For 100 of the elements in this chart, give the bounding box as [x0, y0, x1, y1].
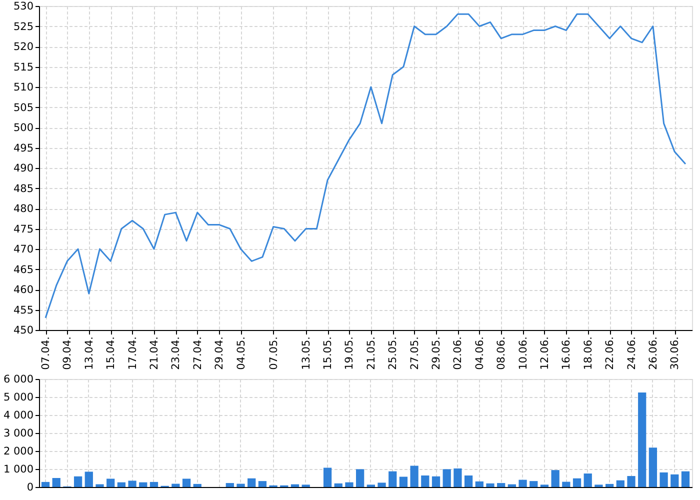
y-tick-label: 455 [13, 304, 34, 316]
x-tick-label: 27.04. [192, 336, 204, 370]
bar [248, 478, 256, 487]
y-tick-label: 500 [13, 122, 34, 134]
x-tick-label: 08.06. [496, 336, 508, 370]
bar [399, 476, 408, 487]
bar [486, 483, 494, 487]
y-tick-label: 460 [13, 284, 34, 296]
x-tick-label: 18.06. [582, 336, 594, 370]
bar [236, 484, 245, 487]
bar [226, 483, 234, 487]
bar [258, 481, 267, 487]
x-tick-label: 17.04. [126, 336, 139, 370]
bar [74, 476, 82, 487]
x-tick-label: 09.04. [62, 336, 74, 370]
y-tick-label: 510 [13, 82, 34, 94]
bar [106, 478, 115, 487]
y-tick-label: 485 [13, 182, 34, 195]
x-tick-label: 19.05. [344, 336, 356, 370]
x-tick-label: 02.06. [452, 336, 464, 370]
x-tick-label: 21.04. [148, 336, 160, 370]
bar [562, 482, 570, 487]
x-tick-label: 26.06. [647, 336, 660, 370]
y-tick-label: 3 000 [3, 428, 34, 440]
bar [84, 472, 93, 487]
bar [290, 484, 300, 487]
bar [584, 474, 592, 487]
bar [139, 482, 148, 487]
bar [670, 474, 679, 487]
bar [432, 476, 440, 487]
x-tick-label: 21.05. [365, 336, 378, 370]
bar [334, 483, 342, 487]
x-tick-label: 13.05. [300, 336, 312, 370]
bar [530, 481, 538, 487]
bar [117, 482, 126, 487]
bar [616, 480, 624, 487]
bar [421, 475, 430, 487]
x-tick-label: 30.06. [669, 336, 682, 370]
bar [627, 476, 636, 487]
bar [345, 482, 354, 487]
x-tick-label: 27.05. [408, 336, 421, 370]
y-tick-label: 1 000 [3, 464, 34, 476]
x-tick-label: 07.04. [40, 336, 52, 370]
bar [605, 484, 614, 487]
bar [475, 481, 484, 487]
y-tick-label: 520 [13, 41, 34, 53]
x-tick-label: 07.05. [268, 336, 280, 370]
bar [442, 469, 451, 487]
bar [378, 482, 386, 487]
y-tick-label: 0 [26, 482, 34, 494]
bar [518, 480, 527, 487]
bar [323, 468, 332, 487]
y-tick-label: 465 [13, 264, 34, 276]
bar [193, 484, 202, 487]
x-tick-label: 10.06. [517, 336, 530, 370]
bar [681, 471, 690, 487]
x-tick-label: 29.04. [214, 336, 226, 370]
y-tick-label: 505 [13, 102, 34, 114]
x-tick-label: 16.06. [560, 336, 573, 370]
y-tick-label: 6 000 [3, 374, 34, 386]
y-tick-label: 2 000 [3, 446, 34, 458]
bar [96, 484, 104, 487]
x-tick-label: 25.05. [387, 336, 400, 370]
x-tick-label: 12.06. [538, 336, 551, 370]
bar [356, 469, 364, 487]
y-tick-label: 530 [13, 0, 34, 12]
bar [150, 482, 158, 487]
bar [551, 470, 560, 487]
bar [128, 480, 136, 487]
y-tick-label: 5 000 [3, 392, 34, 404]
y-tick-label: 475 [13, 223, 34, 236]
bar [388, 471, 397, 487]
x-tick-label: 29.05. [430, 336, 443, 370]
y-tick-label: 470 [13, 244, 34, 256]
bar [182, 478, 191, 487]
bar [52, 478, 60, 487]
bar [41, 482, 50, 487]
y-tick-label: 480 [13, 203, 34, 215]
bar [410, 466, 418, 487]
bar [638, 392, 646, 487]
x-tick-label: 15.05. [322, 336, 334, 370]
y-tick-label: 515 [13, 61, 34, 74]
x-tick-label: 22.06. [604, 336, 616, 370]
bar [497, 483, 506, 487]
bar [660, 472, 668, 487]
bar [648, 448, 658, 487]
y-tick-label: 490 [13, 162, 34, 174]
x-tick-label: 13.04. [83, 336, 96, 370]
x-tick-label: 04.05. [235, 336, 248, 370]
y-tick-label: 525 [13, 20, 34, 33]
bar [454, 468, 462, 487]
x-tick-label: 24.06. [626, 336, 638, 370]
x-tick-label: 15.04. [105, 336, 118, 370]
bar [508, 484, 516, 487]
x-tick-label: 23.04. [170, 336, 182, 370]
bar [572, 478, 582, 487]
y-tick-label: 4 000 [3, 410, 34, 422]
bar [464, 475, 473, 487]
x-tick-label: 04.06. [474, 336, 486, 370]
y-tick-label: 450 [13, 324, 34, 336]
